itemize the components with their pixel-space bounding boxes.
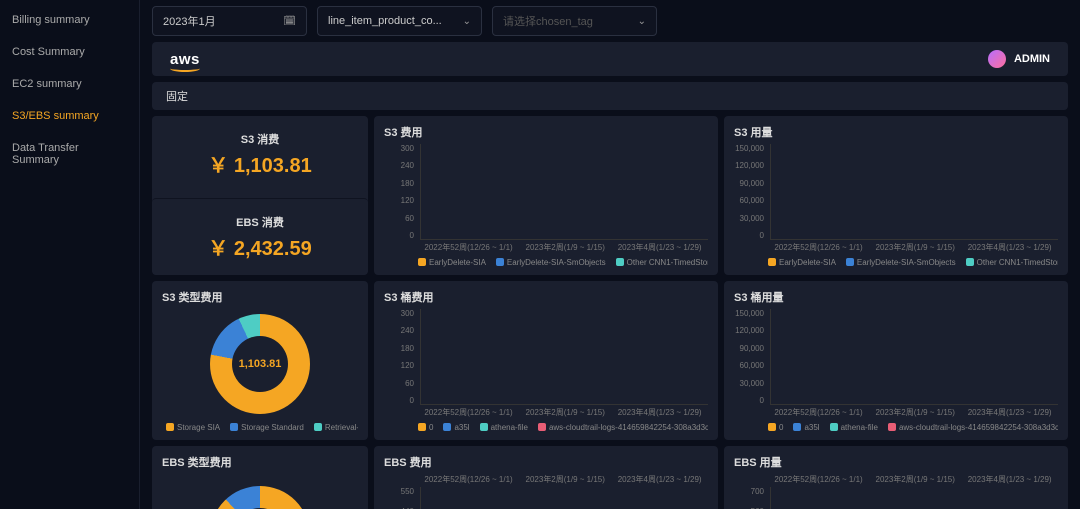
topbar: 2023年1月 🗓 line_item_product_co... ⌄ 请选择c… xyxy=(140,0,1080,42)
sidebar-item-data-transfer-summary[interactable]: Data Transfer Summary xyxy=(0,132,139,176)
donut-chart[interactable]: 2432.59 xyxy=(210,486,310,509)
calendar-icon: 🗓 xyxy=(283,16,296,27)
legend-item[interactable]: EarlyDelete-SIA-SmObjects xyxy=(846,258,956,267)
fixed-bar: 固定 xyxy=(152,82,1068,110)
date-picker[interactable]: 2023年1月 🗓 xyxy=(152,6,307,36)
bar-group: 633.16264.91 xyxy=(925,487,952,509)
legend-item[interactable]: aws-cloudtrail-logs-414659842254-308a3d3… xyxy=(538,423,708,432)
header-bar: aws ADMIN xyxy=(152,42,1068,76)
donut-center-value: 1,103.81 xyxy=(232,336,288,392)
panel-title: EBS 类型费用 xyxy=(162,454,358,470)
select-value: line_item_product_co... xyxy=(328,15,442,27)
panel-title: S3 类型费用 xyxy=(162,289,358,305)
fixed-label: 固定 xyxy=(166,91,188,103)
bar-group xyxy=(669,487,696,509)
stat-label: S3 消费 xyxy=(241,131,280,147)
chevron-down-icon: ⌄ xyxy=(463,16,471,27)
panel-title: S3 用量 xyxy=(734,124,1058,140)
panel-title: S3 桶用量 xyxy=(734,289,1058,305)
panel-title: S3 桶费用 xyxy=(384,289,708,305)
s3-bucket-usage-chart: S3 桶用量150,000120,00090,00060,00030,00002… xyxy=(724,281,1068,440)
stat-panel: S3 消费 ￥ 1,103.81 EBS 消费 ￥ 2,432.59 xyxy=(152,116,368,275)
tag-select[interactable]: 请选择chosen_tag ⌄ xyxy=(492,6,657,36)
tag-placeholder: 请选择chosen_tag xyxy=(503,13,593,29)
legend-item[interactable]: EarlyDelete-SIA-SmObjects xyxy=(496,258,606,267)
panel-title: EBS 用量 xyxy=(734,454,1058,470)
chevron-down-icon: ⌄ xyxy=(638,16,646,27)
legend-item[interactable]: Other CNN1-TimedStorage-INT-F xyxy=(616,258,708,267)
legend-item[interactable]: a35l xyxy=(443,423,469,432)
ebs-type-cost-chart: EBS 类型费用 2432.59 xyxy=(152,446,368,509)
ebs-cost-stat: EBS 消费 ￥ 2,432.59 xyxy=(152,198,368,275)
bar-group xyxy=(622,487,649,509)
sidebar: Billing summaryCost SummaryEC2 summaryS3… xyxy=(0,0,140,509)
product-select[interactable]: line_item_product_co... ⌄ xyxy=(317,6,482,36)
legend-item[interactable]: EarlyDelete-SIA xyxy=(418,258,486,267)
panel-title: S3 费用 xyxy=(384,124,708,140)
legend-item[interactable]: aws-cloudtrail-logs-414659842254-308a3d3… xyxy=(888,423,1058,432)
legend-item[interactable]: Retrieval-SIA xyxy=(314,423,358,432)
s3-type-cost-chart: S3 类型费用 1,103.81 Storage SIA Storage Standa… xyxy=(152,281,368,440)
legend-item[interactable]: 0 xyxy=(768,423,783,432)
legend-item[interactable]: athena-file xyxy=(830,423,878,432)
bar-group xyxy=(575,487,602,509)
ebs-usage-chart: EBS 用量2022年52周(12/26 ~ 1/1)2023年2周(1/9 ~… xyxy=(724,446,1068,509)
s3-cost-stat: S3 消费 ￥ 1,103.81 xyxy=(152,116,368,192)
bar-group: 633.16227.14 xyxy=(972,487,999,509)
sidebar-item-s3-ebs-summary[interactable]: S3/EBS summary xyxy=(0,100,139,132)
legend-item[interactable]: Storage SIA xyxy=(166,423,220,432)
bar-group xyxy=(527,487,554,509)
legend-item[interactable]: Storage Standard xyxy=(230,423,304,432)
legend-item[interactable]: EarlyDelete-SIA xyxy=(768,258,836,267)
admin-label: ADMIN xyxy=(1014,53,1050,65)
bar-group xyxy=(480,487,507,509)
legend-item[interactable]: athena-file xyxy=(480,423,528,432)
s3-usage-chart: S3 用量150,000120,00090,00060,00030,000020… xyxy=(724,116,1068,275)
stat-value: ￥ 2,432.59 xyxy=(208,232,311,261)
legend-item[interactable]: 0 xyxy=(418,423,433,432)
donut-chart[interactable]: 1,103.81 xyxy=(210,314,310,414)
main: 2023年1月 🗓 line_item_product_co... ⌄ 请选择c… xyxy=(140,0,1080,509)
dashboard-grid: S3 消费 ￥ 1,103.81 EBS 消费 ￥ 2,432.59 S3 费用… xyxy=(140,110,1080,509)
sidebar-item-cost-summary[interactable]: Cost Summary xyxy=(0,36,139,68)
legend-item[interactable]: Other CNN1-TimedStorage-INT-AIA-B xyxy=(966,258,1058,267)
bar-group xyxy=(433,487,460,509)
date-value: 2023年1月 xyxy=(163,13,216,29)
bar-group: 633.16264.98 xyxy=(830,487,857,509)
aws-logo: aws xyxy=(170,51,200,68)
s3-bucket-cost-chart: S3 桶费用3002401801206002022年52周(12/26 ~ 1/… xyxy=(374,281,718,440)
avatar-icon xyxy=(988,50,1006,68)
bar-group: 180.978 xyxy=(1019,487,1046,509)
admin-area[interactable]: ADMIN xyxy=(988,50,1050,68)
ebs-cost-chart: EBS 费用2022年52周(12/26 ~ 1/1)2023年2周(1/9 ~… xyxy=(374,446,718,509)
panel-title: EBS 费用 xyxy=(384,454,708,470)
s3-cost-chart: S3 费用3002401801206002022年52周(12/26 ~ 1/1… xyxy=(374,116,718,275)
bar-group: 90.45 xyxy=(783,487,810,509)
stat-label: EBS 消费 xyxy=(236,214,284,230)
sidebar-item-ec2-summary[interactable]: EC2 summary xyxy=(0,68,139,100)
stat-value: ￥ 1,103.81 xyxy=(208,149,311,178)
legend-item[interactable]: a35l xyxy=(793,423,819,432)
bar-group: 633.16271.63 xyxy=(877,487,904,509)
sidebar-item-billing-summary[interactable]: Billing summary xyxy=(0,4,139,36)
